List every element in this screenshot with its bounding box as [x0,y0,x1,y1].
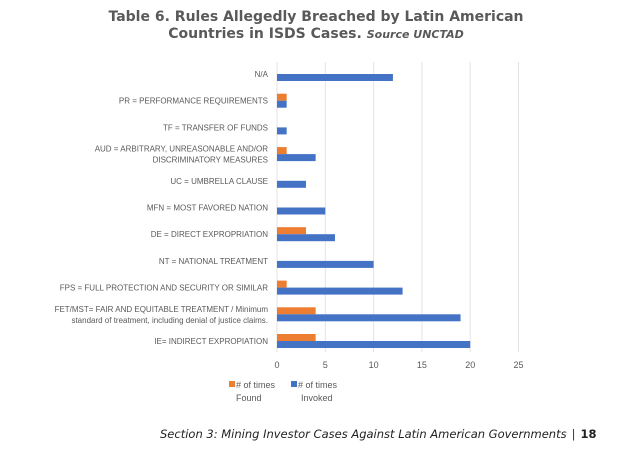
category-label: UC = UMBRELLA CLAUSE [170,177,268,186]
legend-swatch [229,381,235,387]
bar-invoked [277,314,461,322]
category-label: IE= INDIRECT EXPROPIATION [154,337,268,346]
category-label: FET/MST= FAIR AND EQUITABLE TREATMENT / … [55,305,269,314]
bar-invoked [277,127,287,135]
bar-found [277,280,287,288]
category-label: NT = NATIONAL TREATMENT [159,257,268,266]
chart-title: Table 6. Rules Allegedly Breached by Lat… [0,9,632,43]
bar-found [277,227,306,235]
bar-invoked [277,154,316,162]
x-tick-label: 15 [417,360,427,370]
category-label: TF = TRANSFER OF FUNDS [163,123,268,132]
legend-label-line2: Found [236,393,262,403]
bar-invoked [277,74,393,81]
category-label: FPS = FULL PROTECTION AND SECURITY OR SI… [60,284,268,293]
chart-title-line2-text: Countries in ISDS Cases. [168,26,362,42]
category-label: PR = PERFORMANCE REQUIREMENTS [119,97,268,106]
category-label: N/A [255,70,269,79]
category-label: AUD = ARBITRARY, UNREASONABLE AND/OR [95,145,269,154]
legend-label: # of times [236,380,276,390]
category-label: MFN = MOST FAVORED NATION [147,204,268,213]
x-tick-label: 5 [323,360,328,370]
legend-label: # of times [298,380,338,390]
legend-label-line2: Invoked [301,393,333,403]
bar-found [277,307,316,315]
bar-found [277,334,316,341]
category-label: standard of treatment, including denial … [71,316,268,325]
bar-invoked [277,287,403,295]
x-tick-label: 25 [513,360,523,370]
legend-swatch [291,381,297,387]
bar-invoked [277,341,471,348]
bar-invoked [277,260,374,268]
x-tick-label: 20 [465,360,475,370]
category-label: DISCRIMINATORY MEASURES [153,156,268,165]
bar-found [277,147,287,155]
footer-separator: | [571,427,576,441]
chart-title-line1: Table 6. Rules Allegedly Breached by Lat… [108,9,524,25]
x-tick-label: 0 [274,360,279,370]
bar-invoked [277,207,326,215]
bar-invoked [277,234,335,242]
bar-invoked [277,100,287,108]
bar-found [277,93,287,101]
page-number: 18 [580,427,597,441]
category-label: DE = DIRECT EXPROPRIATION [151,230,269,239]
chart-source: Source UNCTAD [366,28,464,41]
x-tick-label: 10 [369,360,379,370]
footer-section-text: Section 3: Mining Investor Cases Against… [160,427,567,441]
chart-title-line2: Countries in ISDS Cases. Source UNCTAD [0,26,632,43]
page-footer: Section 3: Mining Investor Cases Against… [160,427,596,441]
bar-invoked [277,180,306,188]
